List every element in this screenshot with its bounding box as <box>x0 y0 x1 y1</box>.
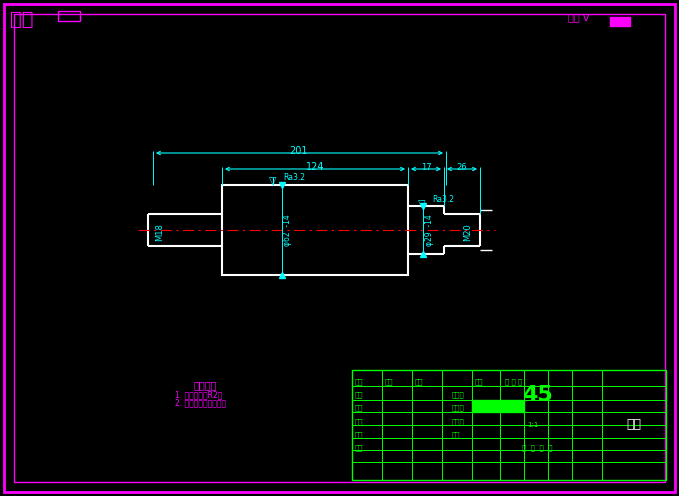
Text: 芯轴: 芯轴 <box>627 419 642 432</box>
Text: φ29  -14: φ29 -14 <box>424 214 433 246</box>
Text: 124: 124 <box>306 162 325 172</box>
Text: 批准: 批准 <box>452 432 460 438</box>
Text: M18: M18 <box>155 223 164 241</box>
Text: 工艺号: 工艺号 <box>452 419 464 425</box>
Text: 审定: 审定 <box>355 445 363 451</box>
Text: 芯轴: 芯轴 <box>10 10 33 29</box>
Text: 分区: 分区 <box>415 378 424 385</box>
Text: Ra3.2: Ra3.2 <box>432 195 454 204</box>
Text: 审核: 审核 <box>355 405 363 411</box>
Text: 标准化: 标准化 <box>452 392 464 398</box>
Text: 1:1: 1:1 <box>527 422 538 428</box>
Text: 工艺号: 工艺号 <box>452 405 464 411</box>
Text: Ra3.2: Ra3.2 <box>283 173 305 182</box>
Text: 17: 17 <box>421 163 431 172</box>
Text: 工艺: 工艺 <box>355 432 363 438</box>
Text: 201: 201 <box>290 146 308 156</box>
Text: 1. 未注明圆角R2。: 1. 未注明圆角R2。 <box>175 390 223 399</box>
Text: 26: 26 <box>457 163 467 172</box>
Text: φ62  -14: φ62 -14 <box>284 214 293 246</box>
Text: 处数: 处数 <box>385 378 394 385</box>
Text: ▽: ▽ <box>270 176 277 186</box>
Text: 技术标准: 技术标准 <box>194 380 217 390</box>
Text: 批准: 批准 <box>355 419 363 425</box>
Text: 签名: 签名 <box>475 378 483 385</box>
Text: 材料: 材料 <box>355 378 363 385</box>
Text: 其余 ∇: 其余 ∇ <box>568 12 589 22</box>
Text: 比例: 比例 <box>507 405 515 411</box>
Text: 年 月 日: 年 月 日 <box>505 378 522 385</box>
Bar <box>472 400 524 412</box>
Text: 设计: 设计 <box>355 392 363 398</box>
Text: ▽: ▽ <box>418 199 426 209</box>
Text: 2. 锐角不允许有毛刺。: 2. 锐角不允许有毛刺。 <box>175 398 226 408</box>
Text: 共  张  第  张: 共 张 第 张 <box>522 445 553 451</box>
Bar <box>610 17 630 26</box>
Text: M20: M20 <box>464 223 473 241</box>
Text: 45: 45 <box>521 385 553 405</box>
Bar <box>222 185 408 275</box>
Bar <box>58 11 80 21</box>
Bar <box>352 370 666 480</box>
